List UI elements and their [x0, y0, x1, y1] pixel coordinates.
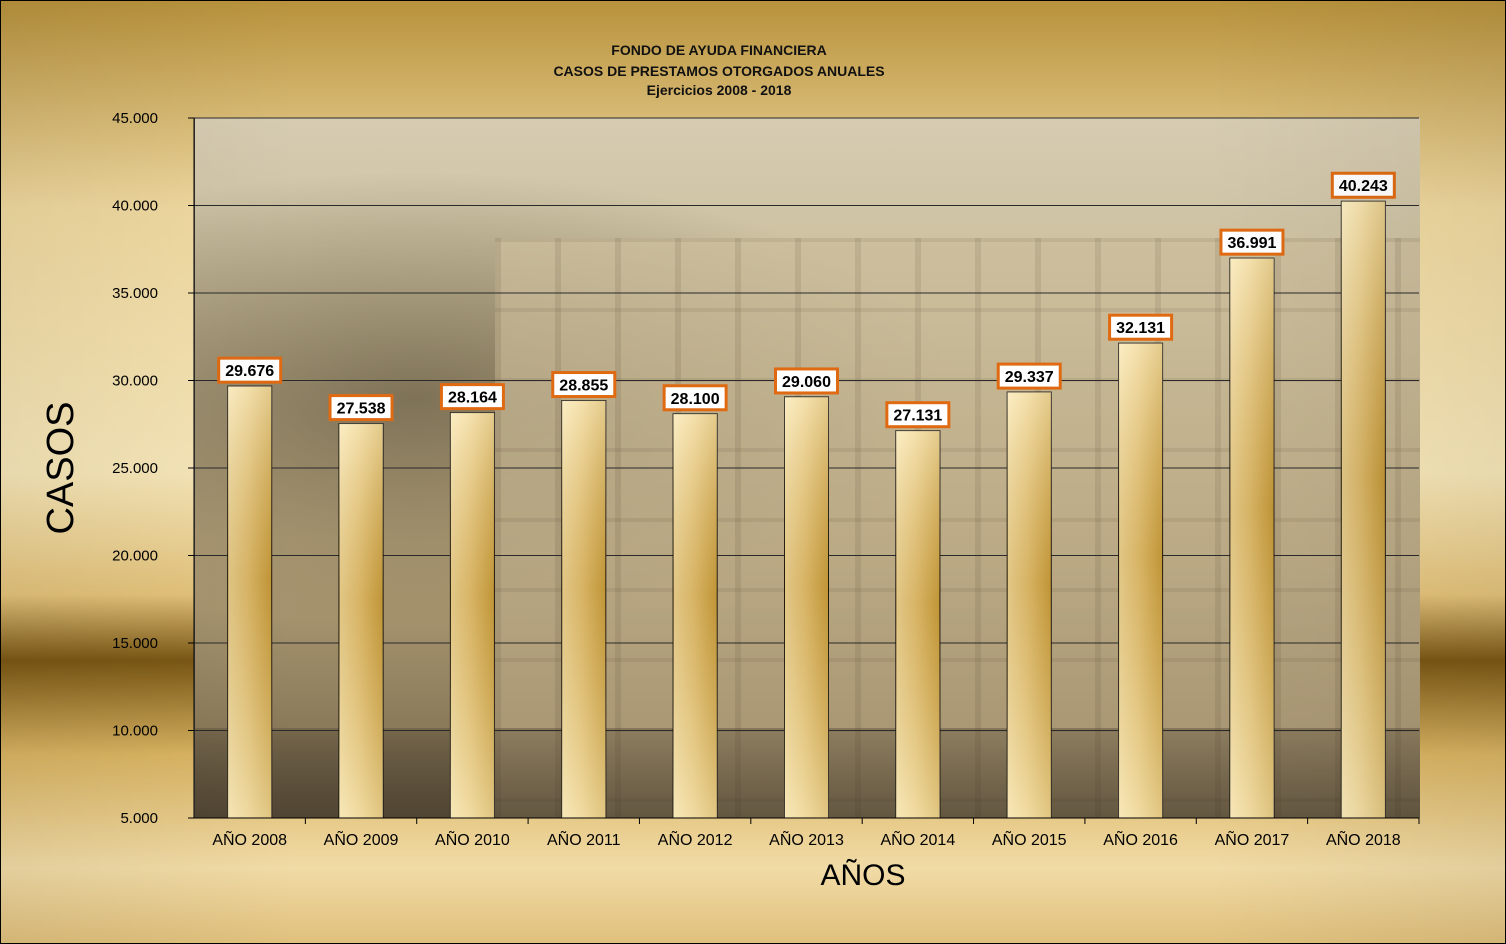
data-label: 29.676 [217, 356, 283, 384]
y-tick-label: 35.000 [112, 285, 158, 302]
data-label-box [328, 394, 394, 422]
x-tick-label: AÑO 2014 [881, 829, 956, 849]
bar-shine [784, 396, 829, 818]
data-labels: 29.676 27.538 28.164 28.855 28.100 29.060 27.1… [217, 171, 1396, 429]
chart-subtitle: CASOS DE PRESTAMOS OTORGADOS ANUALES [553, 63, 885, 79]
x-axis: AÑO 2008 AÑO 2009 AÑO 2010 AÑO 2011 AÑO 2012… [194, 817, 1420, 849]
data-label-box [217, 356, 283, 384]
x-tick-label: AÑO 2013 [769, 829, 844, 849]
x-axis-title: AÑOS [820, 858, 905, 892]
bar-shine [1007, 392, 1052, 818]
chart-period: Ejercicios 2008 - 2018 [646, 82, 792, 98]
chart-title: FONDO DE AYUDA FINANCIERA [611, 42, 827, 58]
data-label: 28.855 [551, 371, 617, 399]
bar-shine [561, 400, 606, 818]
bar [784, 396, 829, 819]
bar [227, 385, 273, 819]
data-label: 27.538 [328, 394, 394, 422]
bar-shine [450, 412, 495, 818]
data-label-text: 29.060 [782, 374, 831, 391]
bar-shine [673, 413, 718, 818]
bars [227, 200, 1386, 819]
y-tick-label: 20.000 [112, 548, 158, 565]
data-label-text: 28.855 [559, 378, 608, 395]
bar-shine [227, 386, 272, 818]
x-tick-label: AÑO 2016 [1103, 829, 1178, 849]
x-tick-label: AÑO 2012 [658, 829, 733, 849]
data-label-text: 29.337 [1005, 369, 1054, 386]
data-label: 29.060 [774, 367, 839, 395]
x-tick-label: AÑO 2017 [1215, 829, 1290, 849]
bar [561, 400, 607, 819]
bar-shine [895, 430, 940, 818]
data-label-text: 29.676 [225, 363, 274, 380]
data-label-text: 28.164 [448, 390, 497, 407]
bar [1229, 257, 1275, 819]
y-tick-label: 45.000 [112, 110, 158, 127]
bar-shine [1341, 201, 1386, 818]
bar-shine [1229, 258, 1274, 819]
y-tick-label: 40.000 [112, 198, 158, 215]
bar-shine [339, 423, 384, 818]
bar [1118, 342, 1164, 819]
data-label-box [551, 371, 617, 399]
y-axis: 5.000 10.000 15.000 20.000 25.000 30.000 35.00… [112, 110, 195, 827]
bar [672, 413, 718, 819]
x-tick-label: AÑO 2010 [435, 829, 510, 849]
bar [449, 412, 495, 819]
data-label-text: 27.538 [337, 401, 386, 418]
bar [1340, 200, 1386, 819]
bar [338, 423, 384, 819]
data-label: 29.337 [996, 362, 1062, 390]
data-label: 27.131 [885, 401, 951, 429]
data-label: 28.100 [662, 384, 728, 412]
y-tick-label: 5.000 [120, 810, 158, 827]
data-label: 32.131 [1108, 313, 1174, 341]
x-tick-label: AÑO 2008 [212, 829, 287, 849]
data-label-text: 40.243 [1339, 178, 1388, 195]
data-label: 40.243 [1330, 171, 1396, 199]
data-label-text: 36.991 [1227, 235, 1276, 252]
y-tick-label: 10.000 [112, 723, 158, 740]
bar-shine [1118, 343, 1163, 818]
bar [895, 430, 941, 819]
data-label: 36.991 [1219, 228, 1285, 256]
bar [1006, 391, 1052, 819]
x-tick-label: AÑO 2018 [1326, 829, 1401, 849]
data-label-box [1330, 171, 1396, 199]
data-label-box [662, 384, 728, 412]
x-tick-label: AÑO 2009 [324, 829, 399, 849]
data-label-box [996, 362, 1062, 390]
y-tick-label: 15.000 [112, 635, 158, 652]
data-label-box [885, 401, 951, 429]
data-label-box [439, 383, 505, 411]
y-tick-label: 25.000 [112, 460, 158, 477]
data-label-text: 32.131 [1116, 320, 1165, 337]
data-label-box [1108, 313, 1174, 341]
data-label-box [774, 367, 839, 395]
data-label: 28.164 [439, 383, 505, 411]
data-label-text: 28.100 [671, 391, 720, 408]
data-label-box [1219, 228, 1285, 256]
y-axis-title: CASOS [40, 401, 82, 534]
x-tick-label: AÑO 2011 [547, 829, 621, 849]
y-tick-label: 30.000 [112, 373, 158, 390]
data-label-text: 27.131 [893, 408, 942, 425]
x-tick-label: AÑO 2015 [992, 829, 1067, 849]
